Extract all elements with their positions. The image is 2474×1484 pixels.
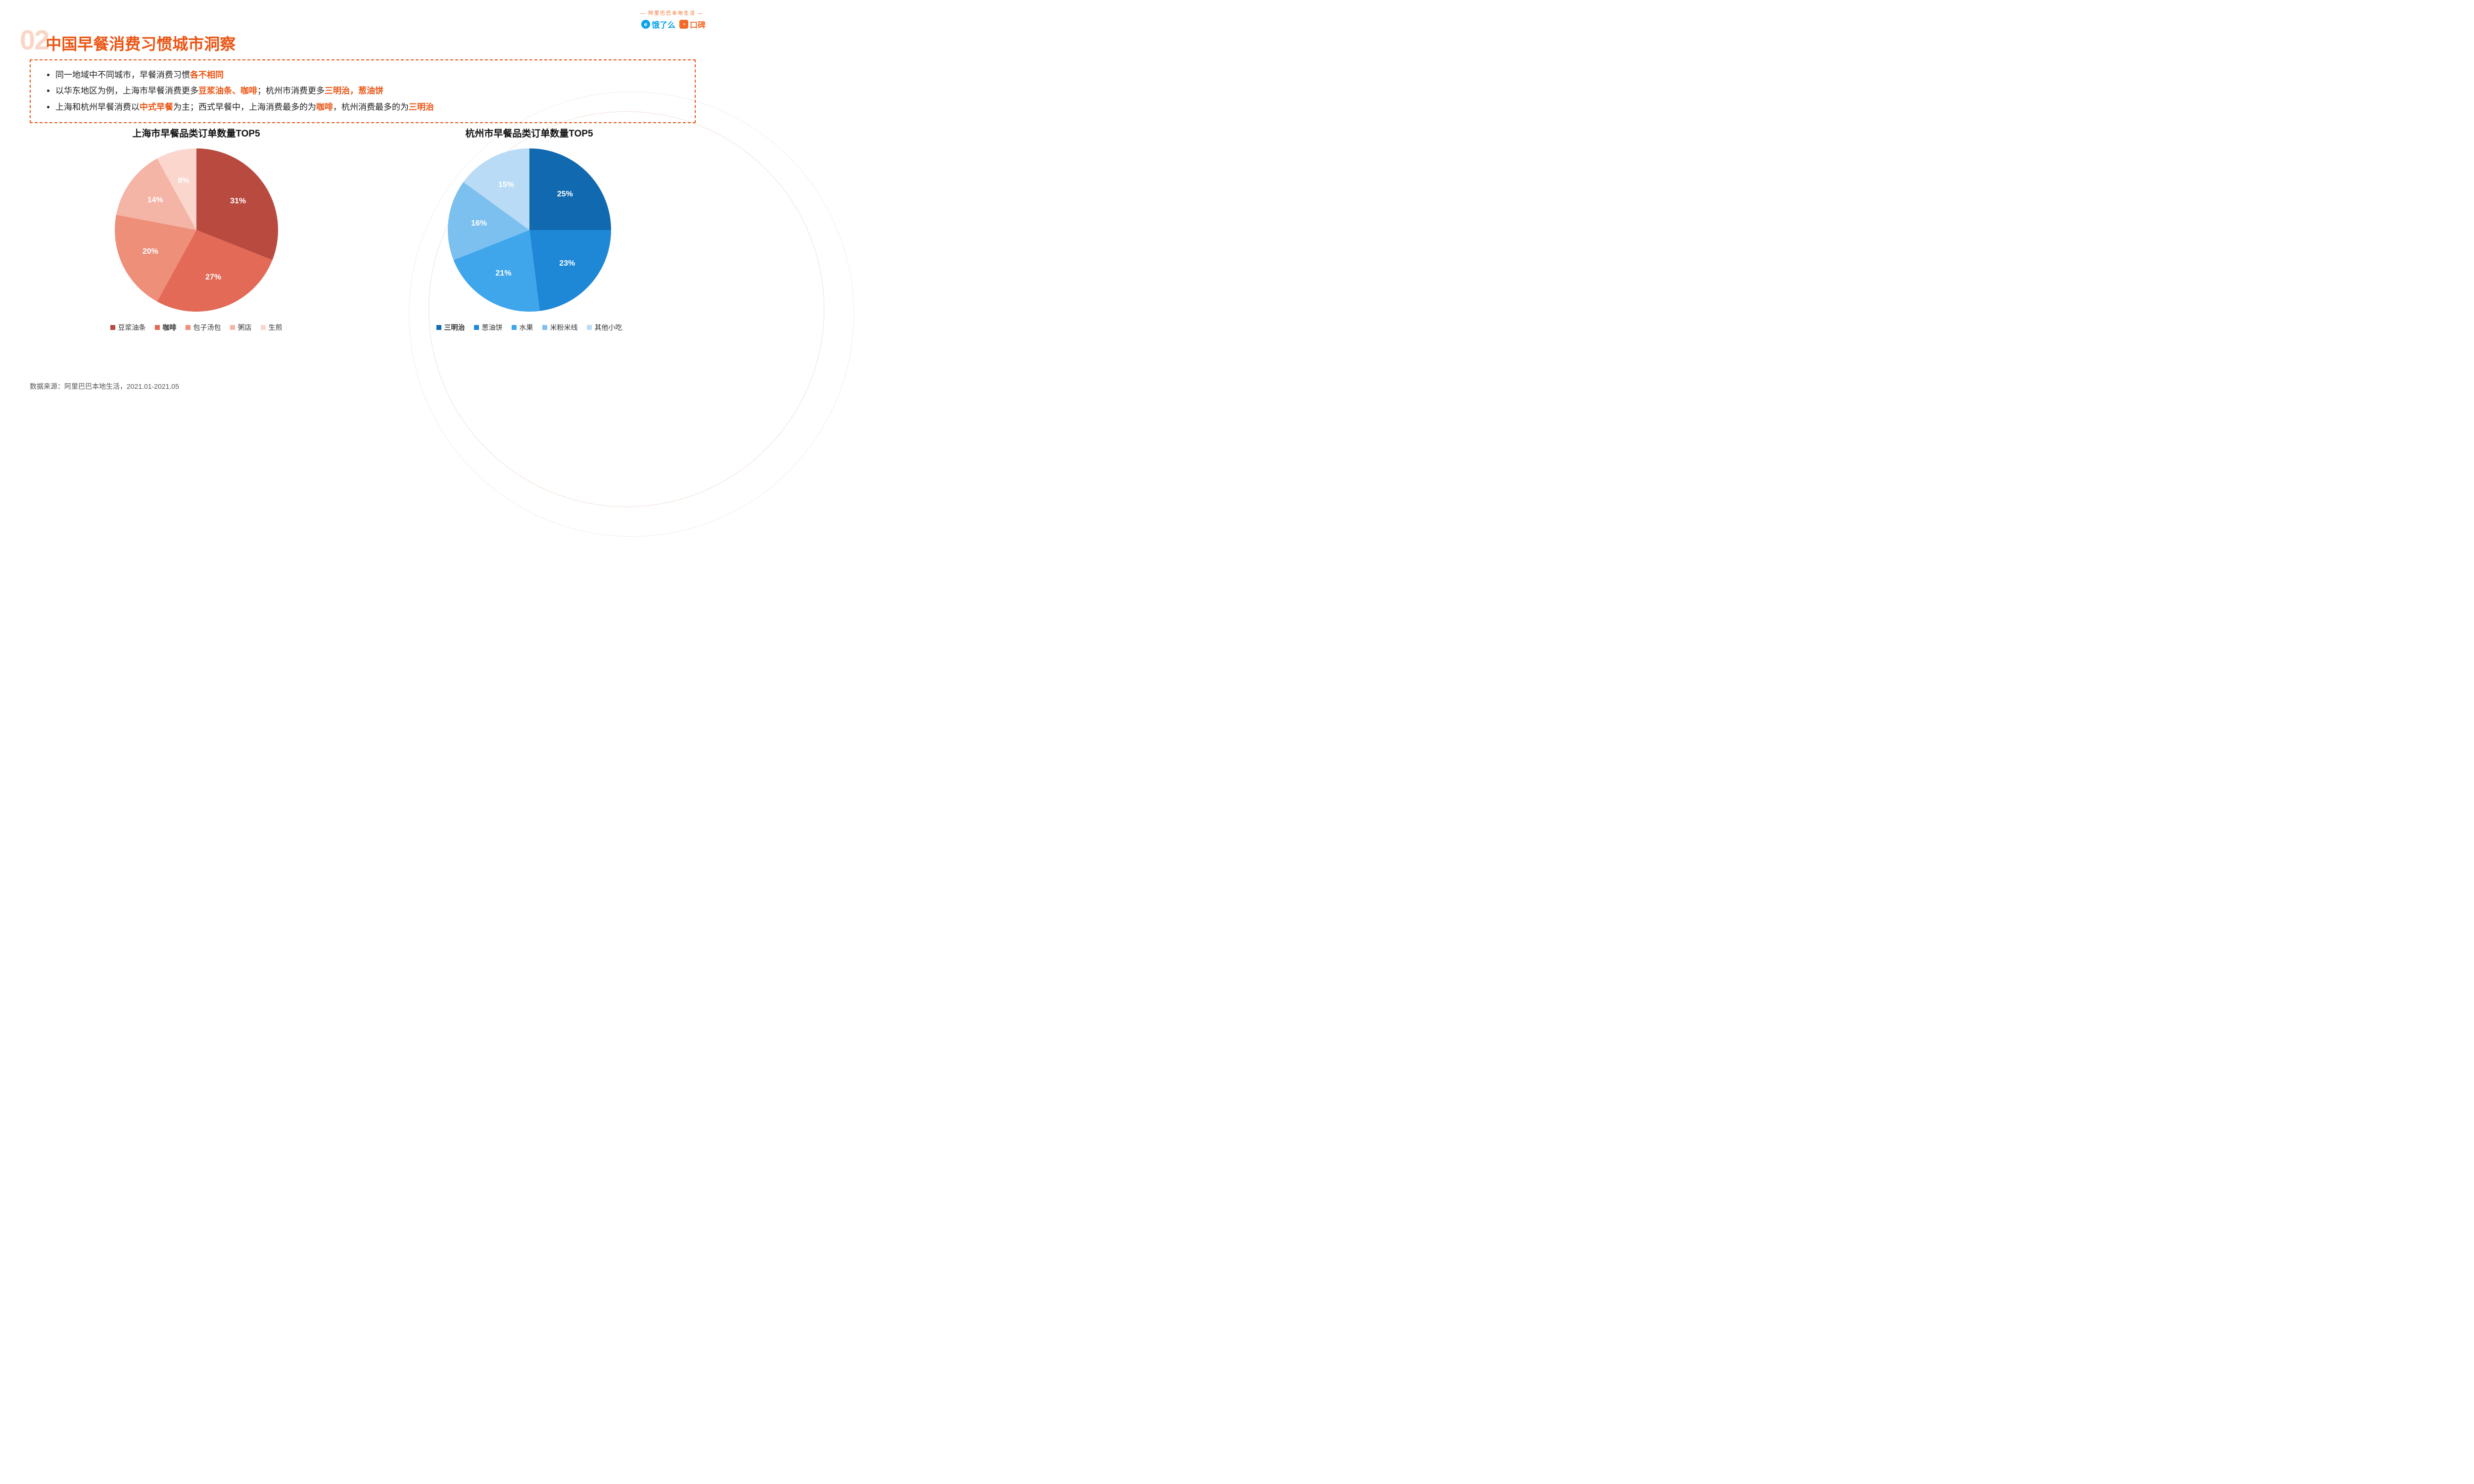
legend-item: 粥店 [230,323,252,332]
chart-shanghai-title: 上海市早餐品类订单数量TOP5 [58,126,335,139]
legend-swatch [186,325,190,330]
legend-swatch [512,325,517,330]
key-point-1: 同一地域中不同城市，早餐消费习惯各不相同 [55,67,681,83]
brand-parent-label: 阿里巴巴本地生活 [638,9,706,16]
legend-item: 生煎 [261,323,283,332]
legend-item: 豆浆油条 [110,323,146,332]
legend-label: 其他小吃 [595,323,622,332]
legend-label: 三明治 [444,323,465,332]
chart-hangzhou-title: 杭州市早餐品类订单数量TOP5 [391,126,668,139]
legend-item: 三明治 [436,323,465,332]
koubei-label: 口碑 [690,18,706,30]
slide: 阿里巴巴本地生活 e饿了么 ◔口碑 02 中国早餐消费习惯城市洞察 同一地域中不… [0,0,725,408]
koubei-icon: ◔ [679,20,688,29]
legend-swatch [436,325,441,330]
legend-swatch [474,325,479,330]
source-note: 数据来源：阿里巴巴本地生活，2021.01-2021.05 [30,381,179,391]
pie-slice [529,148,611,230]
key-point-2: 以华东地区为例，上海市早餐消费更多豆浆油条、咖啡；杭州市消费更多三明治，葱油饼 [55,83,681,99]
page-heading: 02 中国早餐消费习惯城市洞察 [20,24,236,56]
pie-shanghai: 31%27%20%14%8% [115,148,278,312]
heading-number: 02 [20,24,48,56]
eleme-label: 饿了么 [652,18,675,30]
legend-label: 生煎 [269,323,283,332]
legend-swatch [542,325,547,330]
legend-label: 咖啡 [163,323,177,332]
legend-label: 米粉米线 [550,323,578,332]
legend-swatch [110,325,115,330]
eleme-logo: e饿了么 [641,18,675,30]
legend-item: 咖啡 [155,323,177,332]
legend-label: 水果 [520,323,533,332]
eleme-icon: e [641,20,650,29]
key-point-3: 上海和杭州早餐消费以中式早餐为主；西式早餐中，上海消费最多的为咖啡，杭州消费最多… [55,99,681,115]
legend-hangzhou: 三明治 葱油饼 水果 米粉米线 其他小吃 [391,323,668,332]
pie-slice [529,230,611,311]
legend-swatch [230,325,235,330]
legend-swatch [155,325,160,330]
legend-item: 包子汤包 [186,323,221,332]
koubei-logo: ◔口碑 [679,18,706,30]
legend-shanghai: 豆浆油条 咖啡 包子汤包 粥店 生煎 [58,323,335,332]
pie-hangzhou: 25%23%21%16%15% [448,148,611,312]
legend-item: 葱油饼 [474,323,503,332]
pie-svg [115,148,278,312]
legend-item: 水果 [512,323,533,332]
legend-label: 葱油饼 [482,323,503,332]
charts-row: 上海市早餐品类订单数量TOP5 31%27%20%14%8% 豆浆油条 咖啡 包子汤… [0,126,725,332]
legend-label: 粥店 [238,323,252,332]
legend-label: 豆浆油条 [118,323,146,332]
legend-label: 包子汤包 [193,323,221,332]
legend-item: 其他小吃 [587,323,622,332]
chart-hangzhou: 杭州市早餐品类订单数量TOP5 25%23%21%16%15% 三明治 葱油饼 水果… [391,126,668,332]
key-points-box: 同一地域中不同城市，早餐消费习惯各不相同 以华东地区为例，上海市早餐消费更多豆浆… [30,59,696,123]
legend-swatch [587,325,592,330]
brand-logos: 阿里巴巴本地生活 e饿了么 ◔口碑 [638,9,706,30]
legend-item: 米粉米线 [542,323,578,332]
heading-title: 中国早餐消费习惯城市洞察 [46,32,236,54]
legend-swatch [261,325,266,330]
chart-shanghai: 上海市早餐品类订单数量TOP5 31%27%20%14%8% 豆浆油条 咖啡 包子汤… [58,126,335,332]
pie-svg [448,148,611,312]
